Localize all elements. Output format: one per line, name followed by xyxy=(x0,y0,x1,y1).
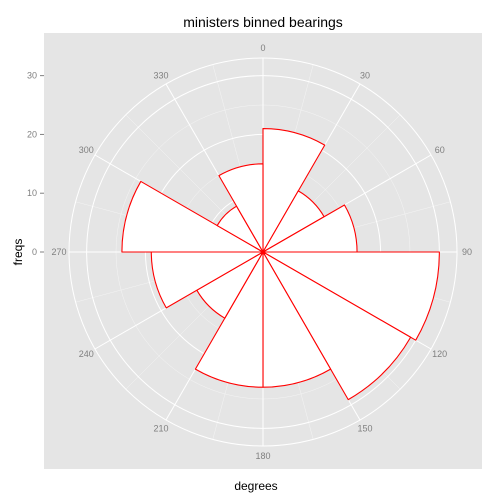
r-tick-label: 0 xyxy=(32,247,37,257)
angle-tick-label: 60 xyxy=(435,145,445,155)
angle-tick-label: 90 xyxy=(462,247,472,257)
bar-wedge xyxy=(262,251,440,341)
r-tick-label: 30 xyxy=(27,71,37,81)
r-tick-label: 20 xyxy=(27,129,37,139)
r-tick-label: 10 xyxy=(27,188,37,198)
bar-wedge xyxy=(121,180,264,253)
bar-wedge xyxy=(194,251,264,388)
bar-wedge xyxy=(262,251,412,401)
angle-tick-label: 270 xyxy=(51,247,66,257)
radius-axis: 0 10 20 30 xyxy=(27,71,44,257)
y-axis-title: freqs xyxy=(11,239,25,266)
bar-wedge xyxy=(218,163,264,253)
angle-tick-label: 0 xyxy=(260,43,265,53)
bars-layer xyxy=(121,128,440,401)
angle-tick-label: 120 xyxy=(432,349,447,359)
angle-tick-label: 330 xyxy=(153,70,168,80)
angle-tick-label: 300 xyxy=(79,145,94,155)
angle-tick-label: 240 xyxy=(79,349,94,359)
angle-tick-labels: 0 30 60 90 120 150 180 210 240 270 300 330 xyxy=(51,43,472,461)
angle-tick-label: 30 xyxy=(360,70,370,80)
angle-tick-label: 210 xyxy=(153,424,168,434)
angle-tick-label: 180 xyxy=(255,451,270,461)
chart-title: ministers binned bearings xyxy=(183,14,343,30)
angle-tick-label: 150 xyxy=(357,424,372,434)
bar-wedge xyxy=(262,128,326,253)
x-axis-title: degrees xyxy=(234,479,277,493)
